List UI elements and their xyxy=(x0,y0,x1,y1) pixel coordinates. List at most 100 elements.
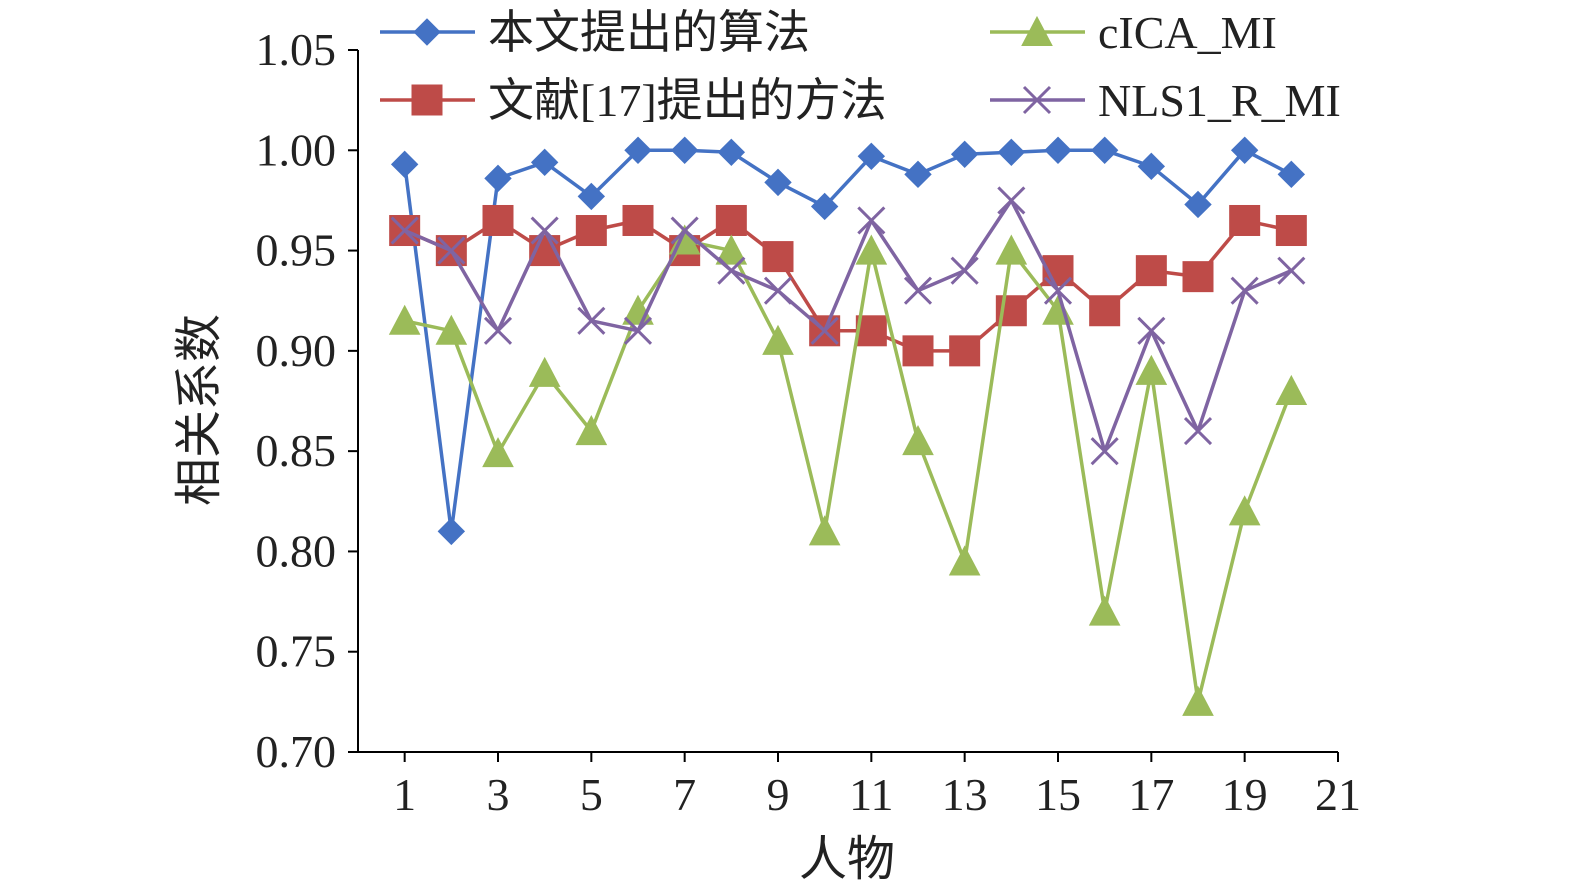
data-point xyxy=(1137,316,1166,345)
legend-item-3: cICA_MI xyxy=(990,7,1277,58)
data-point xyxy=(622,204,654,236)
data-point xyxy=(950,256,979,285)
data-point xyxy=(1043,276,1073,305)
data-point xyxy=(1182,685,1214,716)
data-point xyxy=(437,236,466,265)
data-point xyxy=(857,206,886,235)
data-point xyxy=(1184,190,1212,219)
x-tick-label: 7 xyxy=(673,769,696,820)
x-tick-label: 3 xyxy=(487,769,510,820)
data-point xyxy=(948,545,981,576)
data-point xyxy=(715,234,748,265)
data-point xyxy=(764,168,792,197)
data-point xyxy=(717,138,746,166)
x-tick-label: 1 xyxy=(393,769,416,820)
data-point xyxy=(483,316,513,345)
data-point xyxy=(1275,215,1307,247)
y-tick-label: 0.95 xyxy=(256,225,337,276)
legend-marker xyxy=(411,84,443,116)
x-tick-label: 9 xyxy=(767,769,790,820)
y-tick-label: 1.00 xyxy=(256,124,337,175)
data-point xyxy=(437,517,466,546)
data-point xyxy=(435,314,468,345)
data-point xyxy=(528,356,561,387)
data-point xyxy=(530,216,559,245)
data-point xyxy=(670,136,699,164)
data-point xyxy=(1088,595,1121,626)
data-point xyxy=(1275,374,1308,405)
data-point xyxy=(482,437,514,468)
data-point xyxy=(1135,255,1167,287)
data-point xyxy=(763,276,793,305)
data-point xyxy=(1229,204,1261,236)
legend-item-4: NLS1_R_MI xyxy=(990,75,1341,126)
data-point xyxy=(1230,276,1259,305)
data-point xyxy=(530,148,559,177)
y-tick-label: 0.80 xyxy=(256,525,337,576)
data-point xyxy=(717,256,746,285)
legend-label: 本文提出的算法 xyxy=(488,7,810,58)
data-point xyxy=(1137,152,1166,181)
data-point xyxy=(715,204,747,236)
x-tick-label: 15 xyxy=(1035,769,1081,820)
data-point xyxy=(1090,136,1119,164)
data-point xyxy=(1135,354,1168,385)
data-point xyxy=(997,186,1026,215)
series-2 xyxy=(389,204,1307,367)
legend-label: 文献[17]提出的方法 xyxy=(488,75,887,126)
data-point xyxy=(903,276,933,305)
data-point xyxy=(390,150,419,179)
y-tick-label: 0.85 xyxy=(256,425,337,476)
legend-marker xyxy=(413,18,441,46)
series-line xyxy=(404,198,1292,453)
series-layer xyxy=(388,136,1308,716)
data-point xyxy=(575,415,608,446)
data-point xyxy=(810,192,839,221)
data-point xyxy=(1277,256,1306,285)
legend-item-2: 文献[17]提出的方法 xyxy=(380,75,887,126)
series-1 xyxy=(390,136,1306,546)
data-point xyxy=(1089,295,1121,327)
data-point xyxy=(855,234,888,265)
data-point xyxy=(810,316,839,345)
data-point xyxy=(388,304,421,335)
data-point xyxy=(575,215,607,247)
data-point xyxy=(1090,437,1119,466)
series-line xyxy=(404,238,1293,704)
y-tick-label: 0.70 xyxy=(256,726,337,777)
legend-marker xyxy=(1021,15,1053,46)
data-point xyxy=(623,316,653,345)
series-4 xyxy=(390,186,1306,466)
x-axis-title: 人物 xyxy=(799,831,895,887)
data-point xyxy=(577,306,606,335)
x-tick-label: 17 xyxy=(1128,769,1174,820)
data-point xyxy=(484,164,512,193)
x-tick-label: 11 xyxy=(849,769,893,820)
data-point xyxy=(997,138,1026,166)
data-point xyxy=(1230,136,1259,164)
x-tick-label: 21 xyxy=(1315,769,1361,820)
y-axis-title: 相关系数 xyxy=(171,314,227,506)
x-tick-label: 19 xyxy=(1222,769,1268,820)
data-point xyxy=(1228,495,1261,526)
series-3 xyxy=(388,224,1308,716)
y-tick-label: 1.05 xyxy=(256,24,337,75)
data-point xyxy=(482,204,514,236)
data-point xyxy=(1044,136,1072,164)
data-point xyxy=(902,335,934,367)
y-tick-label: 0.75 xyxy=(256,626,337,677)
data-point xyxy=(1182,261,1214,293)
data-point xyxy=(762,241,794,273)
data-point xyxy=(808,515,841,546)
data-point xyxy=(904,160,932,189)
legend-label: NLS1_R_MI xyxy=(1098,75,1341,126)
data-point xyxy=(902,425,934,456)
x-tick-label: 13 xyxy=(942,769,988,820)
data-point xyxy=(390,216,419,245)
data-point xyxy=(624,136,652,164)
data-point xyxy=(950,140,979,169)
data-point xyxy=(857,142,886,171)
axes: 0.700.750.800.850.900.951.001.051 3 5 7 9 11 1… xyxy=(256,24,1362,820)
series-line xyxy=(402,148,1293,534)
